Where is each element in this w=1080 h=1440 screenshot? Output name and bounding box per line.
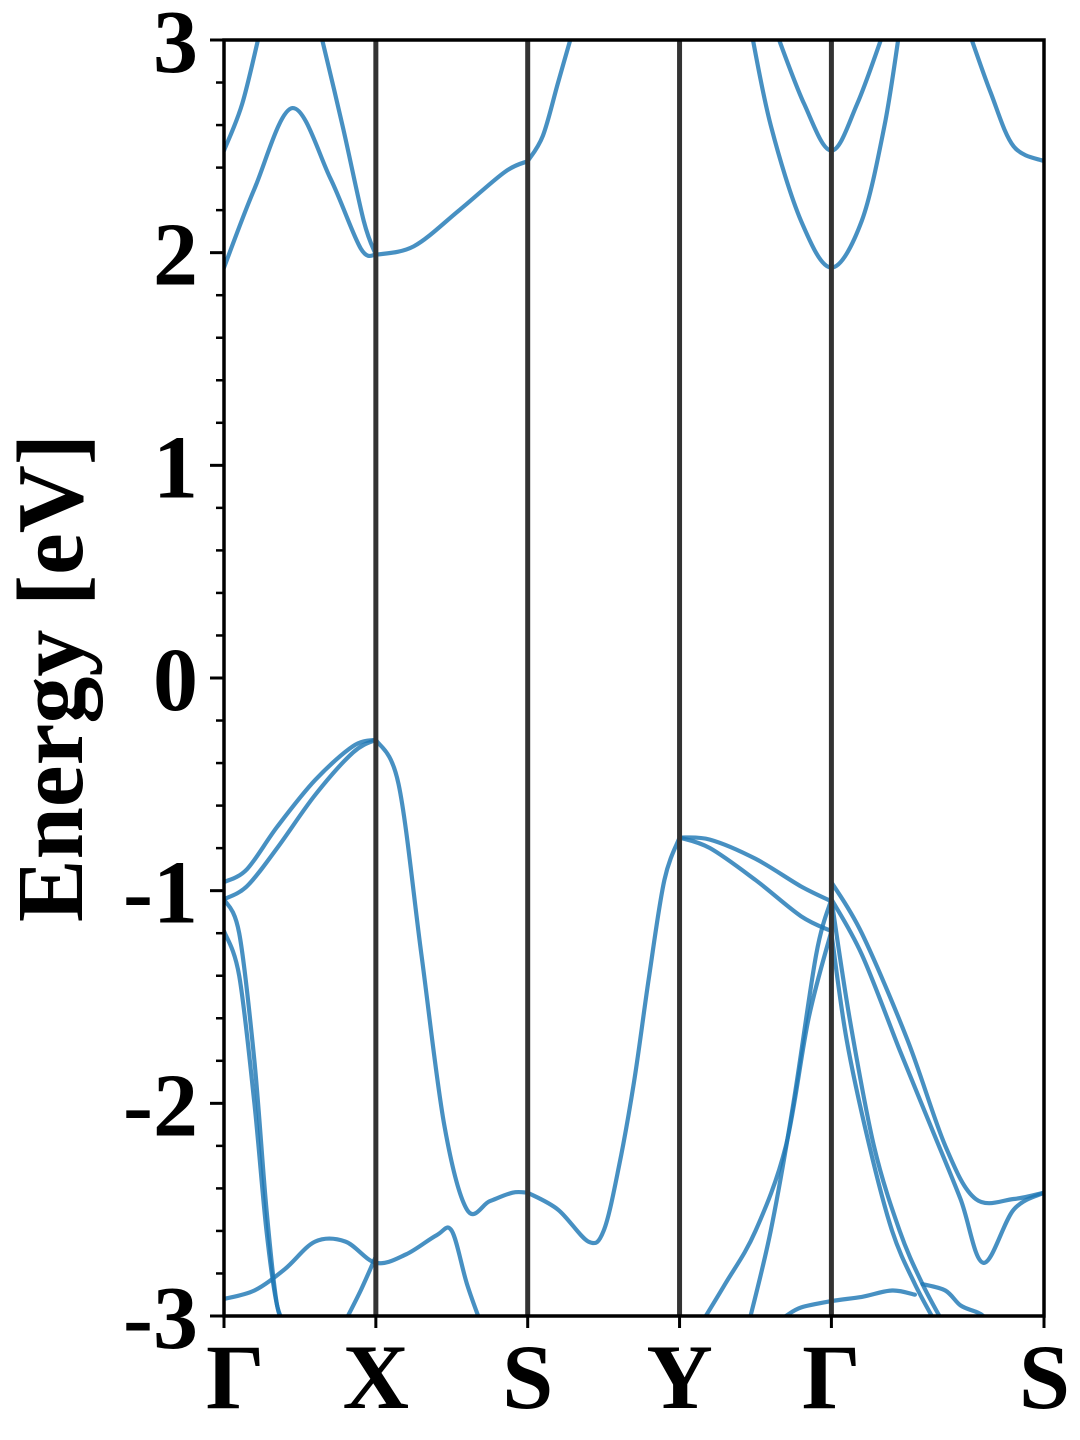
band-line-16: [829, 897, 1044, 1265]
band-line-10: [224, 737, 378, 902]
band-line-2: [373, 159, 530, 257]
band-line-8: [969, 40, 1044, 164]
band-line-23: [224, 929, 283, 1316]
band-line-18: [829, 931, 935, 1316]
y-axis-label: Energy [eV]: [0, 434, 103, 922]
band-line-4: [224, 40, 261, 153]
band-line-15: [829, 880, 1044, 1206]
band-line-24: [345, 1254, 378, 1316]
band-line-21: [224, 1225, 481, 1316]
band-line-14: [677, 835, 834, 934]
y-tick-label: 3: [153, 0, 198, 92]
y-tick-label: 1: [153, 418, 198, 517]
y-tick-label: -1: [123, 844, 198, 943]
band-line-20: [703, 929, 834, 1316]
band-line-11: [373, 737, 530, 1217]
x-tick-label: S: [502, 1326, 553, 1428]
y-tick-label: -2: [123, 1056, 198, 1155]
x-tick-label: Y: [646, 1326, 712, 1428]
y-tick-label: 0: [153, 631, 198, 730]
y-tick-label: -3: [123, 1269, 198, 1368]
band-line-9: [224, 737, 378, 885]
x-tick-label: Γ: [206, 1326, 265, 1428]
x-tick-label: S: [1019, 1326, 1070, 1428]
x-tick-label: Γ: [802, 1326, 861, 1428]
band-line-5: [320, 40, 378, 257]
band-line-25: [783, 1288, 917, 1316]
kpoint-dividers: [373, 40, 834, 1316]
band-line-12: [525, 835, 682, 1246]
y-axis-ticks: 3 2 1 0 -1 -2 -3: [123, 0, 224, 1368]
y-tick-label: 2: [153, 206, 198, 305]
x-tick-label: X: [343, 1326, 409, 1428]
band-line-19: [748, 897, 834, 1316]
bands-layer: [224, 40, 1044, 1316]
band-line-17: [829, 897, 942, 1316]
band-line-1: [224, 106, 378, 270]
plot-frame: [222, 38, 1046, 1318]
band-line-26: [920, 1282, 987, 1316]
band-line-13: [677, 835, 834, 904]
band-line-3: [525, 40, 573, 164]
